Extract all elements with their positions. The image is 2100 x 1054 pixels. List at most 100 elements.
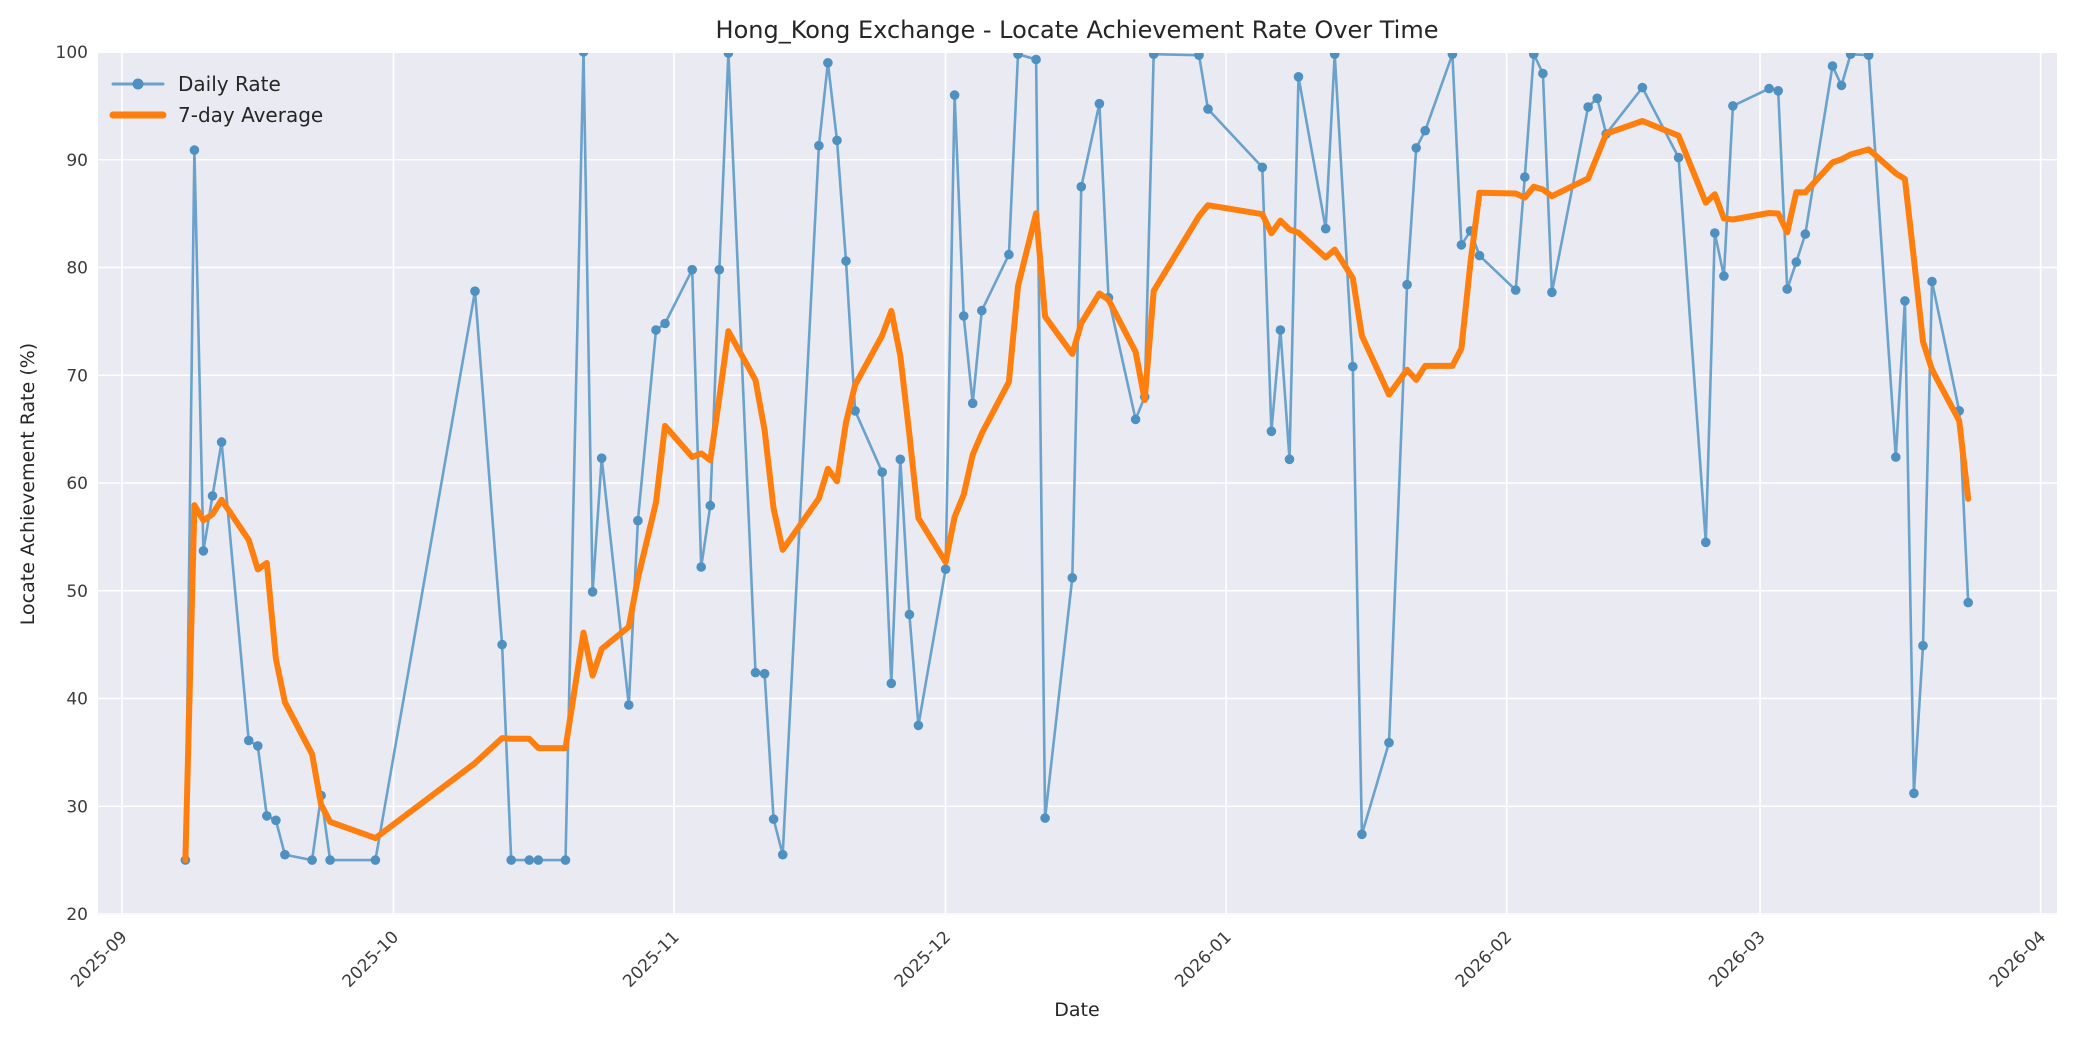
- data-point-marker: [1845, 53, 1856, 59]
- data-point-marker: [696, 562, 706, 572]
- data-point-marker: [1348, 361, 1358, 372]
- data-point-marker: [1266, 426, 1277, 437]
- data-point-marker: [1031, 54, 1041, 65]
- y-tick-label: 90: [66, 151, 88, 171]
- x-tick-label: 2025-12: [891, 927, 955, 991]
- data-point-marker: [1836, 80, 1847, 91]
- data-point-marker: [1918, 640, 1928, 651]
- x-tick-label: 2026-02: [1452, 927, 1516, 991]
- data-point-marker: [1076, 181, 1087, 192]
- y-axis-label: Locate Achievement Rate (%): [17, 343, 39, 625]
- data-point-marker: [1529, 53, 1539, 59]
- data-point-marker: [1927, 276, 1937, 287]
- data-point-marker: [1863, 53, 1874, 60]
- x-tick-label: 2025-09: [67, 927, 131, 991]
- data-point-marker: [1194, 53, 1204, 60]
- data-point-marker: [1411, 143, 1421, 153]
- data-point-marker: [560, 855, 571, 865]
- data-point-marker: [660, 318, 670, 329]
- data-point-marker: [243, 735, 254, 746]
- data-point-marker: [1827, 61, 1838, 71]
- series-layer: [180, 53, 1973, 865]
- data-point-marker: [1320, 223, 1331, 234]
- data-point-marker: [1728, 101, 1738, 111]
- y-tick-label: 80: [66, 259, 88, 279]
- legend: Daily Rate 7-day Average: [109, 72, 323, 127]
- data-point-marker: [1547, 287, 1557, 298]
- data-point-marker: [714, 264, 725, 275]
- data-point-marker: [1592, 93, 1602, 104]
- data-point-marker: [216, 437, 227, 447]
- data-point-marker: [1275, 325, 1286, 335]
- data-point-marker: [1284, 454, 1295, 465]
- data-point-marker: [1583, 102, 1593, 112]
- data-point-marker: [832, 135, 842, 146]
- data-point-marker: [895, 454, 906, 465]
- data-point-marker: [1402, 279, 1412, 290]
- data-point-marker: [841, 256, 851, 266]
- data-point-marker: [967, 398, 978, 409]
- data-point-marker: [370, 855, 381, 865]
- x-tick-label: 2026-04: [1986, 927, 2050, 991]
- data-point-marker: [1203, 104, 1213, 114]
- data-point-marker: [1067, 573, 1078, 583]
- data-point-marker: [1510, 285, 1521, 295]
- x-tick-label: 2026-01: [1171, 927, 1235, 991]
- data-point-marker: [823, 58, 833, 68]
- data-point-marker: [814, 140, 824, 151]
- data-point-marker: [913, 720, 924, 731]
- data-point-marker: [262, 811, 272, 821]
- y-tick-label: 20: [66, 905, 88, 925]
- data-point-marker: [1637, 82, 1648, 93]
- x-axis-label: Date: [1054, 999, 1099, 1021]
- data-point-marker: [506, 855, 516, 865]
- data-point-marker: [1130, 414, 1141, 425]
- seven-day-average-line: [182, 118, 1972, 864]
- data-point-marker: [1420, 125, 1430, 136]
- plot-area: [98, 53, 2057, 915]
- data-point-marker: [1673, 152, 1684, 163]
- data-point-marker: [651, 325, 661, 335]
- data-point-marker: [1773, 86, 1783, 96]
- y-tick-label: 30: [66, 797, 88, 817]
- data-point-marker: [1710, 228, 1720, 238]
- data-point-marker: [1764, 83, 1774, 94]
- data-point-marker: [1013, 53, 1023, 59]
- chart-title: Hong_Kong Exchange - Locate Achievement …: [716, 16, 1439, 44]
- data-point-marker: [1538, 68, 1548, 79]
- data-point-marker: [850, 406, 860, 416]
- x-tick-label: 2025-11: [619, 927, 683, 991]
- data-point-marker: [325, 855, 335, 865]
- data-point-marker: [723, 53, 734, 58]
- data-point-marker: [1293, 72, 1304, 82]
- x-tick-label: 2025-10: [339, 927, 403, 991]
- data-point-marker: [189, 145, 200, 155]
- data-point-marker: [705, 500, 716, 511]
- data-point-marker: [1782, 284, 1792, 294]
- data-point-marker: [633, 515, 643, 526]
- legend-item-7day-average: 7-day Average: [109, 103, 323, 127]
- data-point-marker: [524, 855, 535, 865]
- data-point-marker: [1701, 537, 1711, 548]
- data-point-marker: [1329, 53, 1340, 59]
- data-point-marker: [977, 305, 987, 316]
- data-point-marker: [271, 815, 281, 826]
- data-point-marker: [1357, 829, 1367, 840]
- y-tick-label: 40: [66, 690, 88, 710]
- data-point-marker: [687, 264, 697, 275]
- y-tick-label: 60: [66, 474, 88, 494]
- data-point-marker: [904, 609, 915, 620]
- data-point-marker: [759, 668, 770, 679]
- data-point-marker: [1909, 788, 1919, 799]
- data-point-marker: [1474, 250, 1485, 261]
- data-point-marker: [470, 286, 480, 297]
- data-point-marker: [940, 564, 951, 574]
- data-point-marker: [1791, 257, 1802, 267]
- x-tick-label: 2026-03: [1705, 927, 1769, 991]
- legend-label-7day-average: 7-day Average: [178, 103, 323, 127]
- data-point-marker: [533, 855, 544, 865]
- data-point-marker: [877, 467, 887, 478]
- data-point-marker: [1148, 53, 1159, 59]
